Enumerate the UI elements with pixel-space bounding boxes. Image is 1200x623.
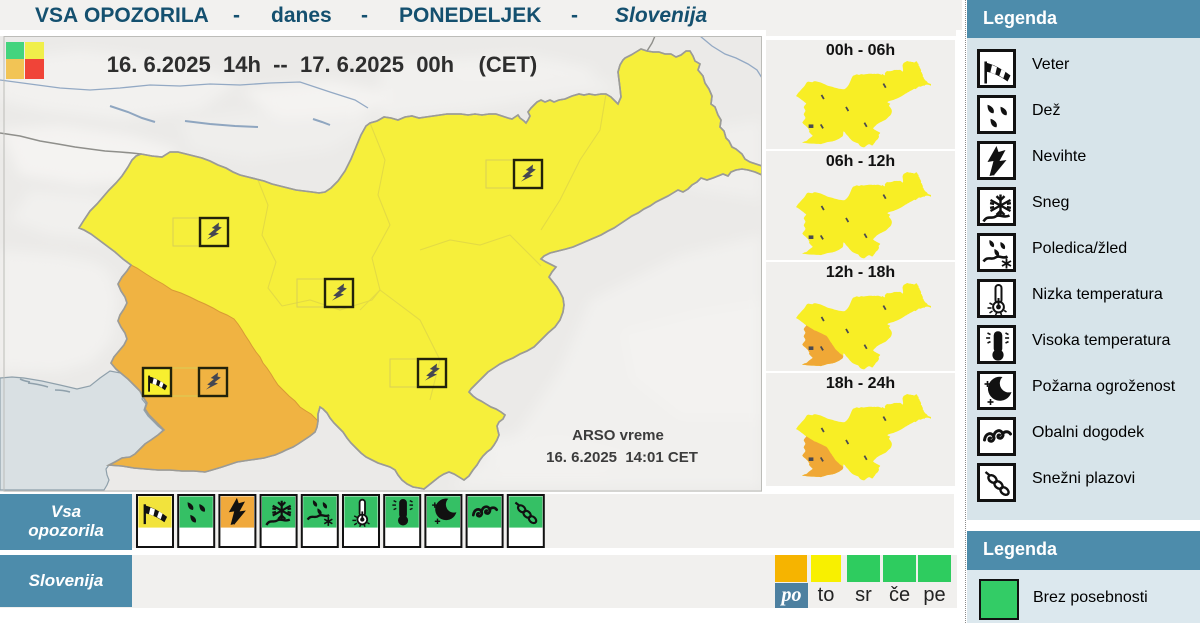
svg-text:16. 6.2025 14:01 CET: 16. 6.2025 14:01 CET <box>546 449 698 466</box>
svg-text:ARSO vreme: ARSO vreme <box>572 427 664 444</box>
svg-text:16. 6.2025 14h -- 17. 6.202: 16. 6.2025 14h -- 17. 6.2025 00h (CET) <box>107 52 537 77</box>
